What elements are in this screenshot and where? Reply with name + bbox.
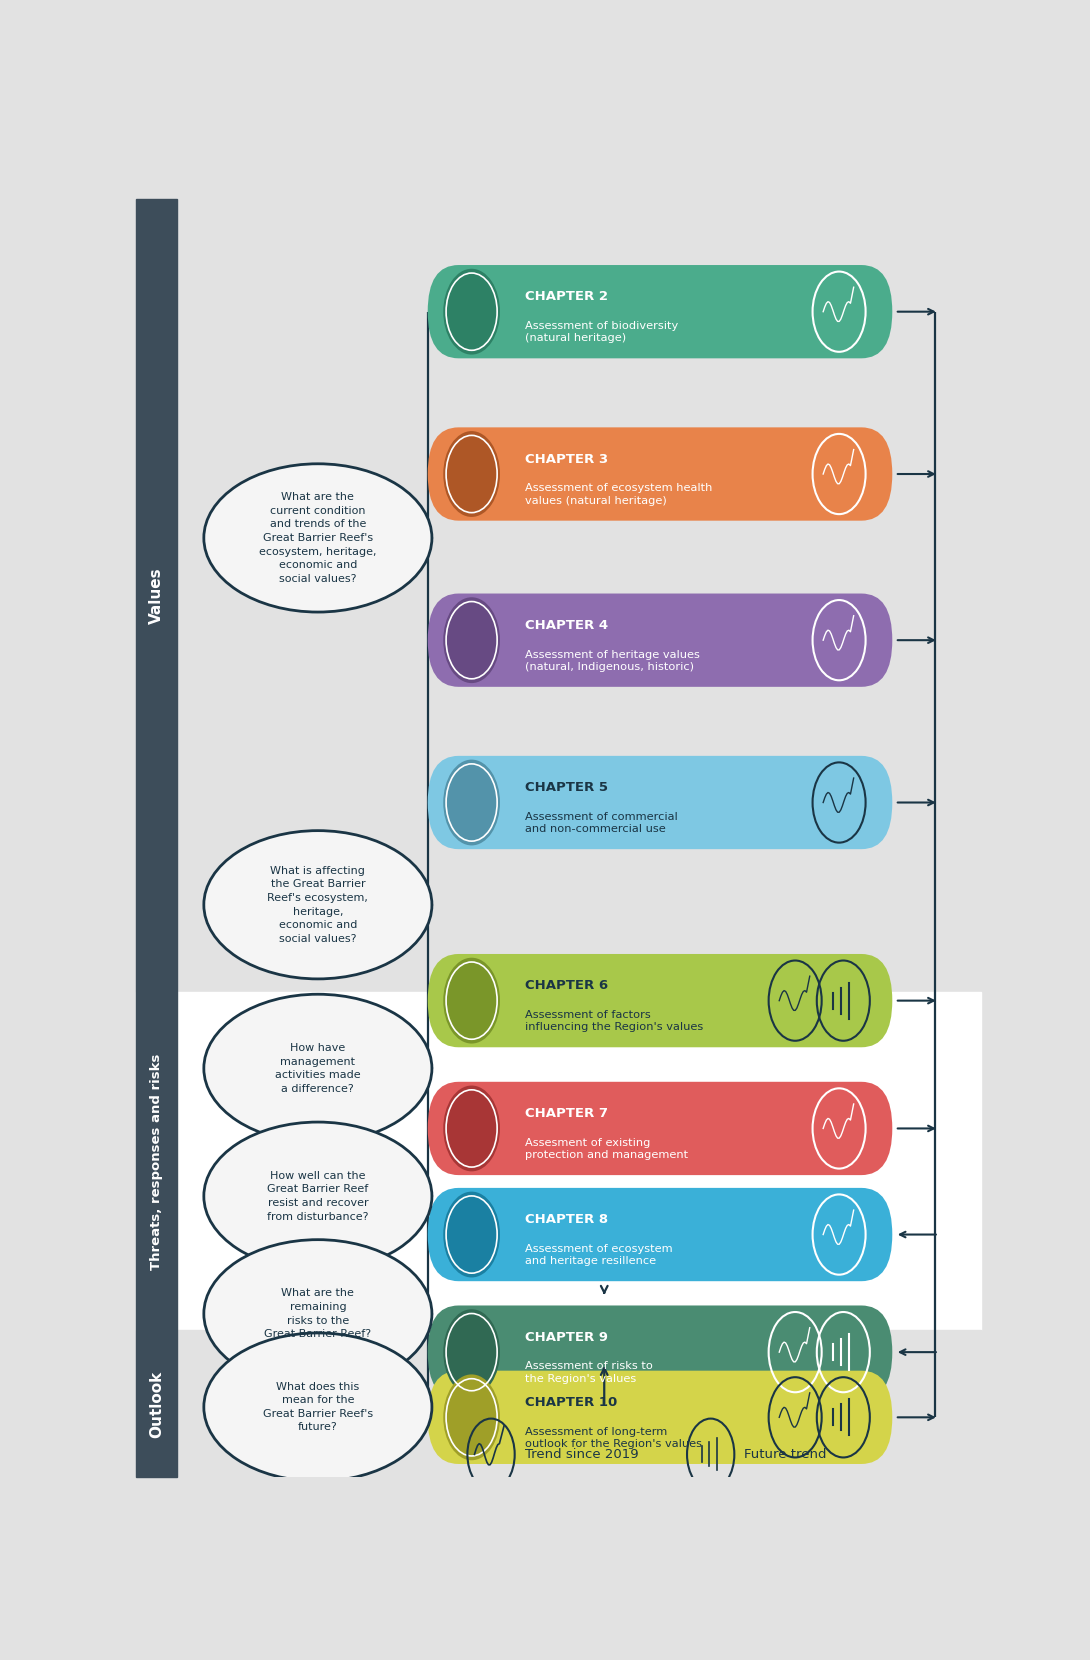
Text: CHAPTER 3: CHAPTER 3 bbox=[525, 453, 608, 465]
Ellipse shape bbox=[204, 463, 432, 613]
Circle shape bbox=[444, 958, 500, 1044]
Ellipse shape bbox=[204, 994, 432, 1142]
Text: Trend since 2019: Trend since 2019 bbox=[525, 1448, 639, 1461]
Circle shape bbox=[444, 760, 500, 845]
Circle shape bbox=[444, 1374, 500, 1461]
FancyBboxPatch shape bbox=[427, 954, 893, 1047]
FancyBboxPatch shape bbox=[427, 1305, 893, 1399]
Bar bbox=[136, 1330, 981, 1477]
Text: Assessment of ecosystem health
values (natural heritage): Assessment of ecosystem health values (n… bbox=[525, 483, 712, 506]
Bar bbox=[136, 991, 981, 1330]
FancyBboxPatch shape bbox=[427, 755, 893, 850]
FancyBboxPatch shape bbox=[427, 427, 893, 521]
Text: CHAPTER 9: CHAPTER 9 bbox=[525, 1331, 608, 1343]
FancyBboxPatch shape bbox=[427, 1189, 893, 1282]
Ellipse shape bbox=[204, 830, 432, 979]
FancyBboxPatch shape bbox=[427, 1371, 893, 1464]
Text: How well can the
Great Barrier Reef
resist and recover
from disturbance?: How well can the Great Barrier Reef resi… bbox=[267, 1170, 368, 1222]
Circle shape bbox=[444, 598, 500, 684]
Bar bbox=[136, 199, 981, 991]
Text: Assesment of existing
protection and management: Assesment of existing protection and man… bbox=[525, 1137, 688, 1160]
Text: CHAPTER 10: CHAPTER 10 bbox=[525, 1396, 617, 1409]
FancyBboxPatch shape bbox=[427, 266, 893, 359]
FancyBboxPatch shape bbox=[427, 1082, 893, 1175]
Text: Assessment of biodiversity
(natural heritage): Assessment of biodiversity (natural heri… bbox=[525, 320, 678, 344]
Text: CHAPTER 5: CHAPTER 5 bbox=[525, 782, 608, 793]
Text: CHAPTER 2: CHAPTER 2 bbox=[525, 290, 608, 304]
Circle shape bbox=[444, 1310, 500, 1394]
Ellipse shape bbox=[204, 1333, 432, 1481]
Text: Assessment of factors
influencing the Region's values: Assessment of factors influencing the Re… bbox=[525, 1009, 703, 1033]
Text: Assessment of risks to
the Region's values: Assessment of risks to the Region's valu… bbox=[525, 1361, 653, 1384]
FancyBboxPatch shape bbox=[427, 594, 893, 687]
Text: Future trend: Future trend bbox=[744, 1448, 827, 1461]
Text: What does this
mean for the
Great Barrier Reef's
future?: What does this mean for the Great Barrie… bbox=[263, 1381, 373, 1433]
Text: Threats, responses and risks: Threats, responses and risks bbox=[150, 1054, 164, 1270]
Ellipse shape bbox=[204, 1240, 432, 1388]
Text: CHAPTER 6: CHAPTER 6 bbox=[525, 979, 608, 993]
Ellipse shape bbox=[204, 1122, 432, 1270]
Circle shape bbox=[444, 1086, 500, 1172]
Text: CHAPTER 4: CHAPTER 4 bbox=[525, 619, 608, 632]
Text: Outlook: Outlook bbox=[149, 1371, 164, 1438]
Bar bbox=[136, 199, 177, 1477]
Text: How have
management
activities made
a difference?: How have management activities made a di… bbox=[275, 1042, 361, 1094]
Circle shape bbox=[444, 1192, 500, 1278]
Text: Assessment of commercial
and non-commercial use: Assessment of commercial and non-commerc… bbox=[525, 812, 678, 835]
Text: What is affecting
the Great Barrier
Reef's ecosystem,
heritage,
economic and
soc: What is affecting the Great Barrier Reef… bbox=[267, 867, 368, 945]
Text: CHAPTER 8: CHAPTER 8 bbox=[525, 1213, 608, 1227]
Text: Assessment of long-term
outlook for the Region's values: Assessment of long-term outlook for the … bbox=[525, 1426, 702, 1449]
Text: Assessment of ecosystem
and heritage resillence: Assessment of ecosystem and heritage res… bbox=[525, 1243, 673, 1267]
Text: CHAPTER 7: CHAPTER 7 bbox=[525, 1107, 608, 1120]
Text: What are the
remaining
risks to the
Great Barrier Reef?: What are the remaining risks to the Grea… bbox=[264, 1288, 372, 1340]
Circle shape bbox=[444, 269, 500, 355]
Circle shape bbox=[444, 432, 500, 516]
Text: Values: Values bbox=[149, 568, 164, 624]
Text: Assessment of heritage values
(natural, Indigenous, historic): Assessment of heritage values (natural, … bbox=[525, 649, 700, 672]
Text: What are the
current condition
and trends of the
Great Barrier Reef's
ecosystem,: What are the current condition and trend… bbox=[259, 491, 377, 584]
